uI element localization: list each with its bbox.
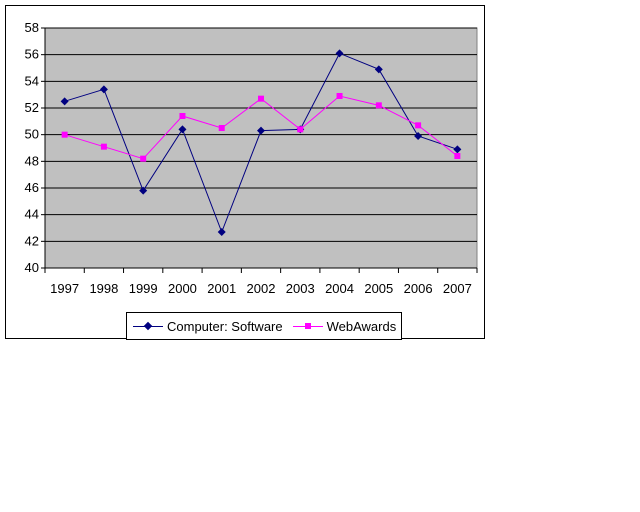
series-1-point	[335, 49, 344, 58]
chart-area: 40 42 44 46 48 50 52 54 56 58 1997 1998 1999 2000 2001…	[5, 5, 485, 340]
legend-entry-series-1: Computer: Software	[133, 319, 283, 334]
legend-entry-series-2: WebAwards	[292, 318, 397, 334]
series-1-point	[374, 65, 383, 74]
series-1-point	[178, 125, 187, 134]
x-tick-label: 2001	[207, 281, 236, 296]
y-tick-label: 40	[25, 260, 39, 275]
x-tick-label: 2007	[443, 281, 472, 296]
series-2-point	[258, 95, 264, 102]
legend-label-series-2: WebAwards	[326, 318, 397, 334]
series-2-swatch	[292, 320, 323, 332]
series-2-point	[140, 155, 147, 162]
y-tick-label: 48	[25, 153, 39, 168]
series-1-point	[139, 186, 148, 195]
series-1-point	[60, 97, 69, 106]
legend-label-series-1: Computer: Software	[167, 318, 283, 334]
series-1-point	[99, 85, 108, 94]
series-2-point	[61, 131, 68, 138]
series-1-point	[257, 126, 265, 135]
y-tick-label: 42	[25, 233, 39, 248]
x-tick-label: 2004	[325, 281, 354, 296]
series-2-point	[375, 102, 382, 109]
series-1-point	[453, 145, 462, 154]
series-2-point	[336, 93, 343, 99]
series-1-point	[217, 228, 226, 236]
series-1-swatch	[133, 320, 163, 332]
series-1-point	[414, 132, 423, 140]
series-2-point	[297, 126, 304, 133]
x-tick-label: 1998	[89, 281, 118, 296]
plot-area	[44, 27, 478, 269]
x-tick-label: 2000	[168, 281, 197, 296]
line-chart: 40 42 44 46 48 50 52 54 56 58 1997 1998 1999 2000 2001…	[25, 20, 478, 296]
y-tick-label: 46	[25, 180, 39, 195]
y-tick-label: 50	[25, 127, 39, 142]
series-2-point	[454, 153, 461, 159]
series-2-point	[218, 125, 225, 131]
x-tick-label: 2002	[247, 281, 276, 296]
series-2-point	[415, 122, 422, 129]
series-2-point	[100, 143, 107, 150]
x-tick-label: 2005	[364, 281, 393, 296]
y-tick-label: 44	[25, 207, 39, 222]
y-tick-label: 54	[25, 73, 39, 88]
x-tick-label: 1997	[50, 281, 79, 296]
y-tick-label: 56	[25, 47, 39, 62]
x-tick-label: 1999	[129, 281, 158, 296]
x-tick-label: 2006	[404, 281, 433, 296]
y-tick-label: 58	[25, 20, 39, 35]
legend: Computer: Software WebAwards	[126, 312, 402, 340]
series-2-point	[179, 113, 186, 119]
y-tick-label: 52	[25, 100, 39, 115]
x-tick-label: 2003	[286, 281, 315, 296]
